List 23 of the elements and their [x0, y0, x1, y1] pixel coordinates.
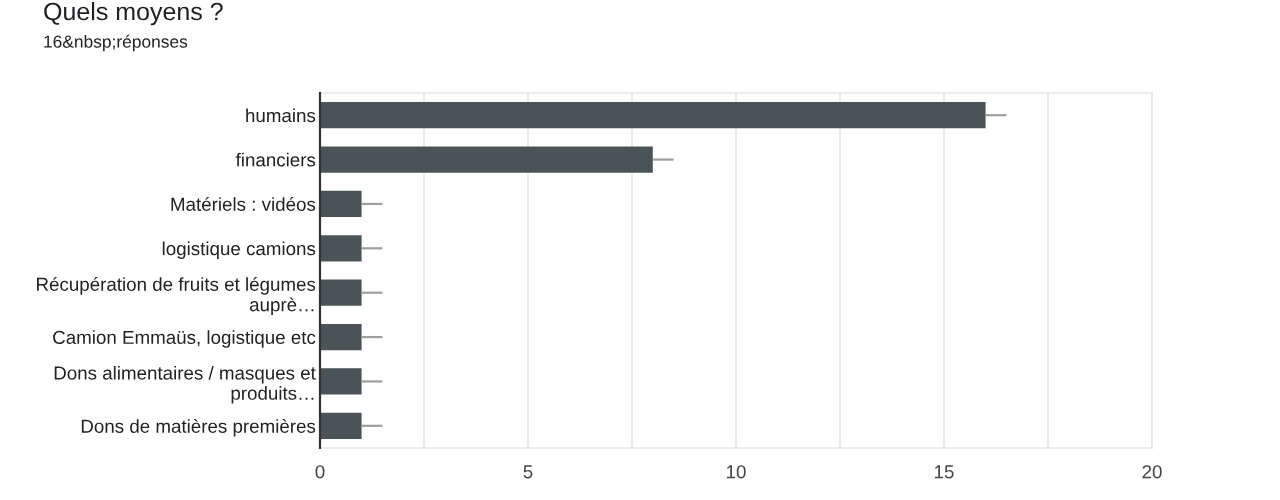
x-tick-label: 15 — [935, 465, 954, 479]
x-tick-label: 0 — [315, 465, 325, 479]
x-tick-label: 20 — [1142, 465, 1162, 479]
bar — [320, 368, 362, 395]
bar — [320, 190, 362, 218]
y-tick-label: Matériels : vidéos — [171, 196, 316, 211]
y-tick-label: Camion Emmaüs, logistique etc — [53, 330, 316, 348]
bar — [320, 279, 362, 306]
x-tick-label: 5 — [523, 465, 533, 479]
bar — [320, 102, 986, 129]
bar — [320, 412, 362, 439]
bar — [320, 146, 653, 173]
y-tick-label: Récupération de fruits et légumes auprè… — [37, 276, 316, 316]
x-tick-label: 10 — [727, 465, 746, 479]
y-tick-label: Dons alimentaires / masques et produits… — [54, 365, 316, 404]
y-tick-label: Dons de matières premières — [81, 418, 316, 437]
text: 16&nbsp;réponses — [44, 34, 188, 52]
y-tick-label: logistique camions — [162, 241, 316, 259]
bar — [320, 323, 362, 351]
chart-title: Quels moyens ? — [44, 2, 223, 26]
bar — [320, 235, 362, 262]
y-tick-label: humains — [246, 108, 316, 123]
y-tick-label: financiers — [235, 152, 316, 167]
